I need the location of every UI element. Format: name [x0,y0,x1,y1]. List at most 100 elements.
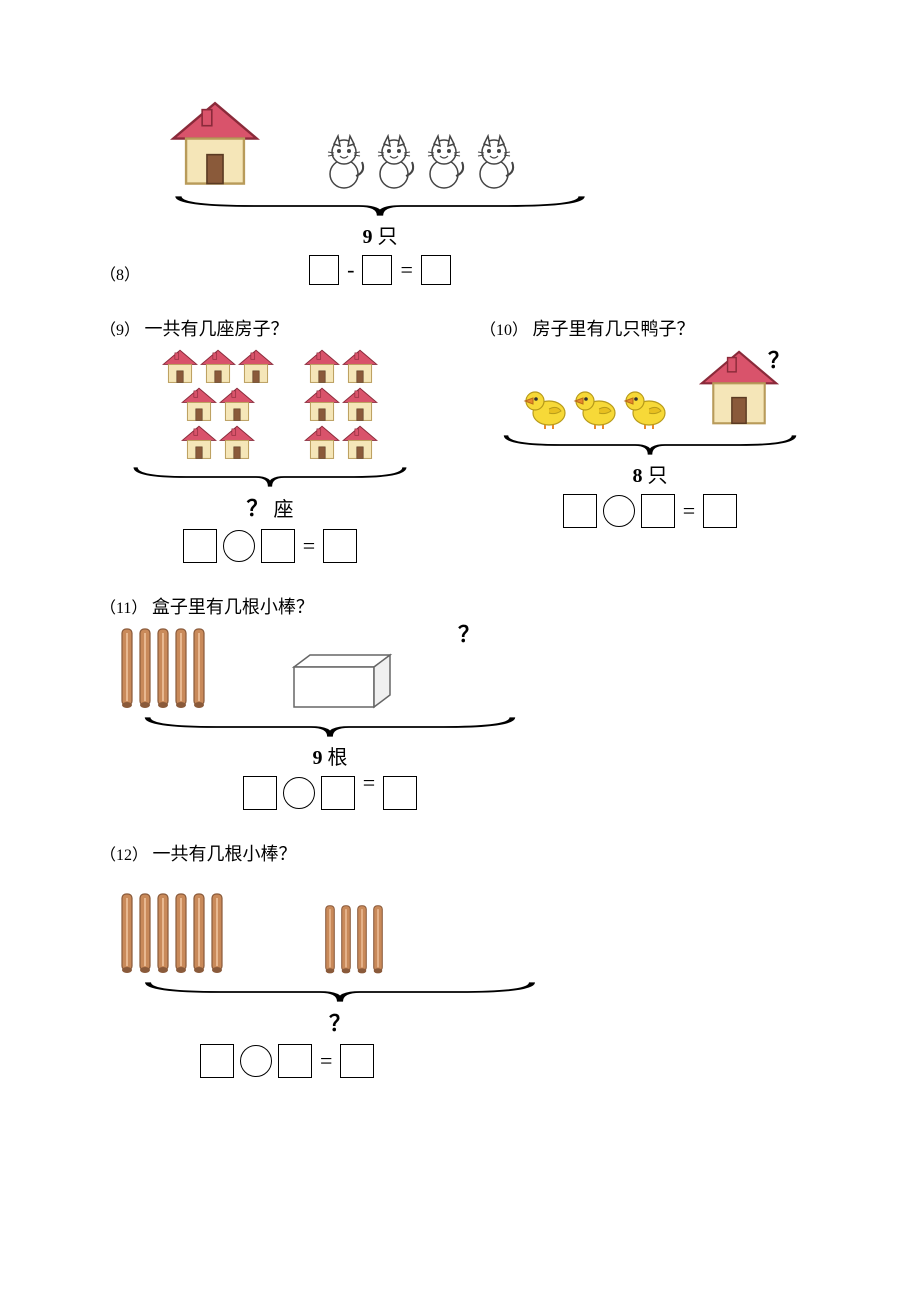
house-icon [238,349,274,385]
house-icon [342,387,378,423]
total-value: 9 [363,226,373,248]
answer-box[interactable] [243,776,277,810]
total-label: 9 只 [170,220,590,249]
equation: = [100,529,440,563]
equals-sign: = [318,1048,334,1074]
stick-icon [138,627,152,711]
cat-icon [370,134,418,190]
total-unit: 只 [378,226,398,248]
problem-number: （11） [100,600,147,617]
cats-group [320,134,518,190]
stick-icon [120,627,134,711]
brace-icon [140,715,520,739]
stick-icon [356,904,368,976]
stick-icon [192,892,206,976]
stick-icon [192,627,206,711]
total-label: ？ [120,1006,560,1038]
answer-box[interactable] [383,776,417,810]
answer-box[interactable] [309,255,339,285]
problem-number: （9） [100,322,140,339]
answer-box[interactable] [321,776,355,810]
problem-12: （12） 一共有几根小棒？ ？ [100,840,820,1078]
minus-sign: - [345,257,356,283]
problem-number: （12） [100,847,148,864]
problem-number: （8） [100,261,140,285]
problem-8: （8） 9 只 - = [100,100,820,285]
qmark: ？ [329,1011,351,1036]
answer-box[interactable] [340,1044,374,1078]
brace-icon [140,980,540,1004]
stick-icon [210,892,224,976]
answer-box[interactable] [362,255,392,285]
equals-sign: = [681,498,697,524]
operator-circle[interactable] [240,1045,272,1077]
duck-icon [621,381,669,429]
stick-icon [324,904,336,976]
brace-icon [500,433,800,457]
question-text: 一共有几座房子？ [145,319,289,339]
houses-right [304,349,378,461]
question-text: 房子里有几只鸭子？ [533,319,695,339]
operator-circle[interactable] [603,495,635,527]
total-unit: 只 [648,465,668,487]
house-icon [200,349,236,385]
equals-sign: = [398,257,414,283]
stick-icon [156,627,170,711]
equation: = [200,1044,560,1078]
houses-left [162,349,274,461]
operator-circle[interactable] [283,777,315,809]
cat-icon [420,134,468,190]
question-text: 一共有几根小棒？ [153,844,297,864]
stick-icon [340,904,352,976]
equation: - = [170,255,590,285]
house-icon [342,425,378,461]
ducks-group [521,381,669,429]
house-icon [304,425,340,461]
equals-sign: = [361,770,377,796]
problem-11: （11） 盒子里有几根小棒？ ？ 9 根 = [100,593,820,810]
stick-icon [174,892,188,976]
total-label: ？ 座 [100,491,440,523]
equation: = [480,494,820,528]
answer-box[interactable] [563,494,597,528]
unit: 座 [274,499,294,521]
qmark: ？ [768,343,790,375]
total-value: 8 [633,465,643,487]
answer-box[interactable] [641,494,675,528]
answer-box[interactable] [261,529,295,563]
house-icon [181,387,217,423]
answer-box[interactable] [323,529,357,563]
answer-box[interactable] [183,529,217,563]
box3d-icon [286,651,396,711]
operator-circle[interactable] [223,530,255,562]
stick-icon [174,627,188,711]
answer-box[interactable] [703,494,737,528]
house-icon [342,349,378,385]
house-icon [181,425,217,461]
house-icon [304,387,340,423]
problem-9: （9） 一共有几座房子？ [100,315,440,563]
answer-box[interactable] [200,1044,234,1078]
stick-icon [120,892,134,976]
problem-number: （10） [480,322,528,339]
duck-icon [521,381,569,429]
house-icon [162,349,198,385]
equals-sign: = [301,533,317,559]
cat-icon [470,134,518,190]
total-unit: 根 [328,747,348,769]
total-value: 9 [313,747,323,769]
problem-10: （10） 房子里有几只鸭子？ ？ 8 只 = [480,315,820,563]
sticks-left [120,892,224,976]
answer-box[interactable] [278,1044,312,1078]
house-icon [304,349,340,385]
qmark: ？ [458,617,480,649]
equation: = [120,776,540,810]
total-label: 8 只 [480,459,820,488]
question-text: 盒子里有几根小棒？ [152,597,314,617]
brace-icon [130,465,410,489]
cat-icon [320,134,368,190]
answer-box[interactable] [421,255,451,285]
sticks-right [324,904,384,976]
total-label: 9 根 [120,741,540,770]
stick-icon [156,892,170,976]
